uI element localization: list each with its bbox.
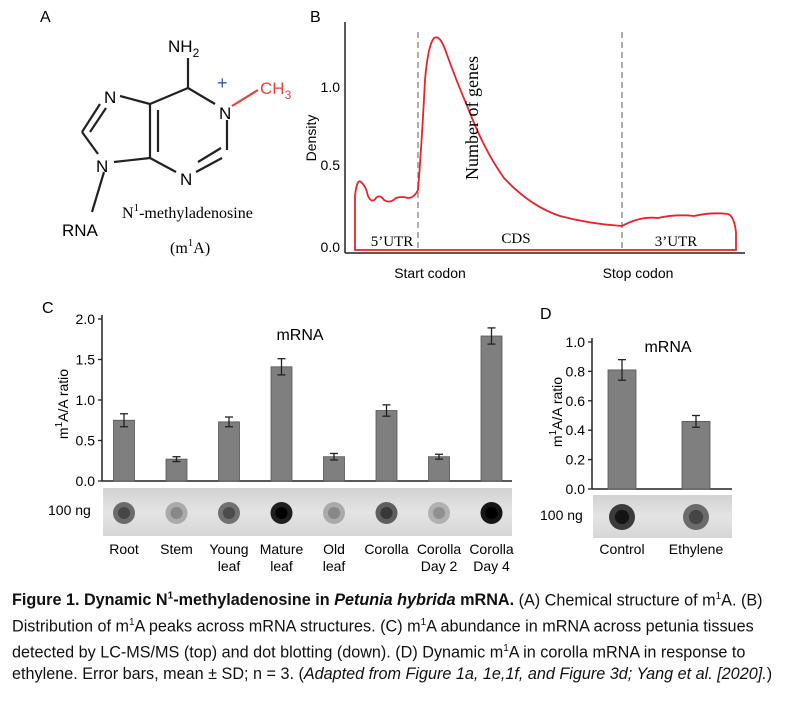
nh2-label: NH2 [168,37,200,60]
density-curve [354,36,737,251]
b-ytick-1: 0.5 [321,157,341,173]
d-dots [609,504,709,530]
atom-n7: N [104,88,116,107]
c-xlabel-2-1: leaf [218,558,241,574]
c-xlabel-5-0: Corolla [364,541,409,557]
c-xlabels: Root Stem YoungleafMatureleafOldleafCoroll… [109,541,514,574]
d-bar-1 [681,420,711,490]
panel-d: D 0.0 0.2 0.4 0.6 0.8 1.0 mRNA m1A/A ratio 10… [540,306,732,557]
c-title: mRNA [276,327,323,344]
c-xlabel-7-1: Day 4 [473,558,510,574]
molecule-name: N1-methyladenosine [122,202,253,222]
c-xlabel-3-1: leaf [270,558,293,574]
panel-a: A NH2 + CH3 N [40,9,292,257]
c-xlabel-6-1: Day 2 [421,558,458,574]
d-title: mRNA [644,339,691,356]
c-bar-7 [480,335,503,482]
c-dot-core-0 [117,506,131,520]
d-ytick-label-1: 0.2 [566,452,586,468]
c-dot-core-2 [222,506,236,520]
c-xlabel-3-0: Mature [260,541,304,557]
atom-n1: N [219,104,231,123]
rna-label: RNA [62,221,99,240]
c-ytick-label-0: 0.0 [76,473,96,489]
c-bar-1 [165,458,188,482]
atom-n9: N [96,157,108,176]
ch3-label: CH3 [260,79,292,102]
c-xlabel-4-0: Old [323,541,345,557]
panel-b-letter: B [310,9,321,26]
c-dots [113,502,503,524]
panel-b: B 0.0 0.5 1.0 Density 5’UTR CDS 3’UTR St… [303,9,745,281]
c-bar-2 [218,421,240,482]
c-dot-core-6 [432,506,446,520]
c-ytick-label-4: 2.0 [76,311,96,327]
c-bar-6 [428,456,450,482]
d-ylabel: m1A/A ratio [548,377,565,447]
d-ytick-label-5: 1.0 [566,334,586,350]
region-cds: CDS [501,231,530,247]
c-bar-0 [113,419,135,482]
c-xlabel-7-0: Corolla [469,541,514,557]
c-dot-core-1 [170,506,183,520]
c-xlabel-6-0: Corolla [417,541,462,557]
figure-caption: Figure 1. Dynamic N1-methyladenosine in … [12,591,773,683]
d-xlabel-0-0: Control [599,541,644,557]
adenine-bonds [81,58,259,213]
panel-c-letter: C [42,300,54,317]
c-dot-core-4 [327,506,341,520]
d-xlabel-1-0: Ethylene [669,541,724,557]
b-ytick-0: 0.0 [321,239,341,255]
c-xlabel-2-0: Young [209,541,248,557]
c-xlabel-1-0: Stem [160,541,193,557]
panel-d-letter: D [540,306,552,323]
c-dot-blot [103,488,512,536]
d-yticks: 0.0 0.2 0.4 0.6 0.8 1.0 [566,334,592,497]
region-5utr: 5’UTR [371,234,414,250]
c-bar-5 [375,410,398,482]
c-dot-core-5 [380,506,393,520]
c-xlabel-4-1: leaf [323,558,346,574]
d-dot-core-1 [688,509,704,525]
number-of-genes-label: Number of genes [462,56,482,180]
charge-label: + [217,73,228,93]
b-ylabel: Density [303,115,319,162]
region-3utr: 3’UTR [655,234,698,250]
c-ytick-label-1: 0.5 [76,433,96,449]
c-yticks: 0.0 0.5 1.0 1.5 2.0 [76,311,102,489]
atom-n3: N [180,170,192,189]
panel-a-letter: A [40,9,51,26]
b-ytick-2: 1.0 [321,79,341,95]
c-bars [113,327,503,482]
caption-lead: Figure 1. Dynamic N1-methyladenosine in … [12,591,515,610]
c-xlabel-0-0: Root [109,541,139,557]
c-ylabel: m1A/A ratio [54,369,71,439]
panel-c: C 0.0 0.5 1.0 1.5 2.0 mRNA m1A/A ratio 100 n… [42,300,514,574]
stop-codon-label: Stop codon [603,265,674,281]
d-ytick-label-2: 0.4 [566,422,586,438]
molecule-abbr: (m1A) [170,237,210,257]
c-dot-core-3 [275,506,288,520]
c-dot-label: 100 ng [48,502,91,518]
d-bar-0 [607,369,637,490]
d-ytick-label-3: 0.6 [566,393,586,409]
d-ytick-label-0: 0.0 [566,481,586,497]
c-ytick-label-3: 1.5 [76,352,96,368]
c-dot-core-7 [485,506,498,520]
d-xlabels: Control Ethylene [599,541,723,557]
c-bar-3 [270,366,293,482]
start-codon-label: Start codon [394,265,466,281]
d-ytick-label-4: 0.8 [566,363,586,379]
c-ytick-label-2: 1.0 [76,392,96,408]
d-dot-core-0 [614,509,630,525]
d-bars [607,358,711,490]
d-dot-label: 100 ng [540,507,583,523]
